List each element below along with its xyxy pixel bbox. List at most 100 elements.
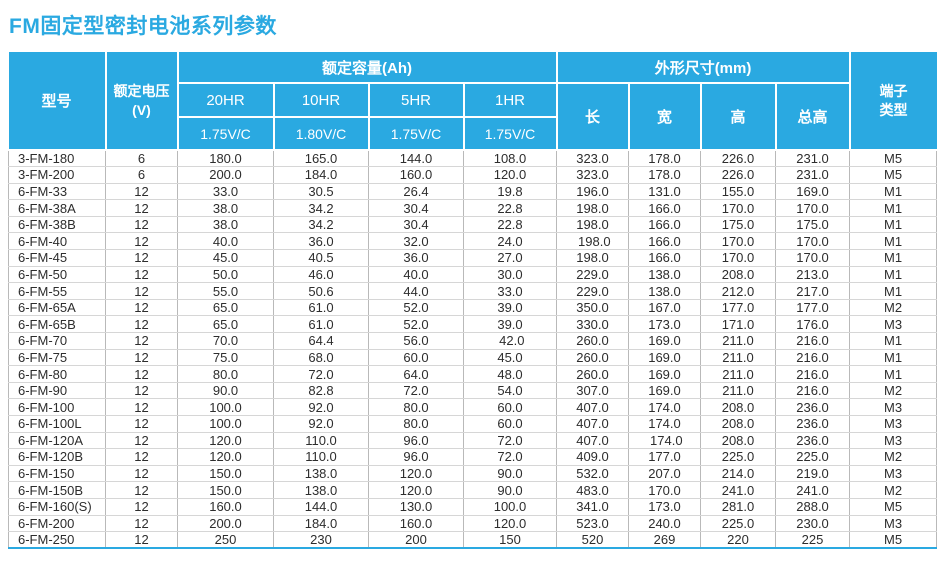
- cell-dim-width: 178.0: [628, 149, 701, 168]
- cell-dim-length: 350.0: [556, 298, 629, 317]
- table-row: 3-FM-180 6 180.0 165.0 144.0 108.0 323.0 178.0 2…: [8, 149, 938, 168]
- cell-capacity-5hr: 120.0: [368, 464, 464, 483]
- cell-terminal-type: M3: [849, 415, 938, 433]
- cell-model: 6-FM-65B: [8, 315, 106, 334]
- cell-dim-length: 196.0: [556, 182, 629, 201]
- col-header-height: 高: [699, 82, 777, 151]
- cell-terminal-type: M1: [849, 215, 938, 234]
- cell-capacity-5hr: 30.4: [368, 199, 464, 217]
- cell-rated-voltage: 12: [105, 381, 178, 400]
- cell-terminal-type: M3: [849, 464, 938, 483]
- cell-dim-total-height: 170.0: [774, 249, 851, 267]
- col-header-10hr: 10HR: [272, 82, 370, 118]
- cell-capacity-20hr: 33.0: [177, 182, 274, 201]
- cell-rated-voltage: 12: [105, 398, 178, 416]
- cell-capacity-10hr: 46.0: [273, 265, 369, 284]
- cell-dim-total-height: 216.0: [774, 381, 851, 400]
- cell-dim-length: 198.0: [556, 215, 629, 234]
- cell-capacity-10hr: 138.0: [273, 481, 369, 499]
- table-body: 3-FM-180 6 180.0 165.0 144.0 108.0 323.0 178.0 2…: [8, 149, 938, 550]
- cell-capacity-1hr: 150: [463, 531, 557, 550]
- cell-capacity-20hr: 150.0: [177, 464, 274, 483]
- cell-dim-length: 523.0: [556, 514, 629, 533]
- cell-capacity-5hr: 80.0: [368, 398, 464, 416]
- cell-rated-voltage: 12: [105, 415, 178, 433]
- cell-capacity-5hr: 32.0: [368, 232, 464, 251]
- cell-capacity-20hr: 65.0: [177, 315, 274, 334]
- cell-dim-height: 225.0: [700, 514, 776, 533]
- cell-model: 6-FM-45: [8, 249, 106, 267]
- cell-capacity-1hr: 39.0: [463, 315, 557, 334]
- table-row: 6-FM-80 12 80.0 72.0 64.0 48.0 260.0 169.0 211.0…: [8, 365, 938, 383]
- table-row: 6-FM-70 12 70.0 64.4 56.0 42.0 260.0 169.0 211.…: [8, 332, 938, 350]
- page: FM固定型密封电池系列参数 型号 额定电压 (V) 额定容量(Ah) 外形尺寸(…: [8, 15, 938, 550]
- cell-capacity-5hr: 120.0: [368, 481, 464, 499]
- cell-dim-length: 330.0: [556, 315, 629, 334]
- cell-rated-voltage: 12: [105, 497, 178, 516]
- cell-dim-height: 212.0: [700, 282, 776, 300]
- cell-capacity-1hr: 22.8: [463, 215, 557, 234]
- cell-dim-height: 177.0: [700, 298, 776, 317]
- cell-capacity-1hr: 54.0: [463, 381, 557, 400]
- cell-capacity-10hr: 34.2: [273, 215, 369, 234]
- cell-dim-total-height: 216.0: [774, 348, 851, 367]
- cell-capacity-1hr: 120.0: [463, 514, 557, 533]
- cell-capacity-20hr: 40.0: [177, 232, 274, 251]
- cell-capacity-20hr: 100.0: [177, 398, 274, 416]
- cell-dim-width: 169.0: [628, 348, 701, 367]
- cell-capacity-5hr: 160.0: [368, 166, 464, 184]
- cell-model: 6-FM-120B: [8, 448, 106, 466]
- page-title: FM固定型密封电池系列参数: [9, 15, 277, 38]
- table-row: 6-FM-55 12 55.0 50.6 44.0 33.0 229.0 138.0 212.0…: [8, 282, 938, 300]
- cell-rated-voltage: 12: [105, 265, 178, 284]
- col-header-model: 型号: [8, 52, 107, 151]
- cell-dim-length: 409.0: [556, 448, 629, 466]
- cell-dim-width: 169.0: [628, 365, 701, 383]
- cell-terminal-type: M1: [849, 265, 938, 284]
- col-header-5hr: 5HR: [367, 82, 465, 118]
- cell-capacity-5hr: 64.0: [368, 365, 464, 383]
- cell-capacity-10hr: 36.0: [273, 232, 369, 251]
- cell-terminal-type: M1: [849, 249, 938, 267]
- cell-capacity-20hr: 250: [177, 531, 274, 550]
- cell-rated-voltage: 12: [105, 215, 178, 234]
- table-row: 6-FM-100 12 100.0 92.0 80.0 60.0 407.0 174.0 208…: [8, 398, 938, 416]
- cell-terminal-type: M2: [849, 481, 938, 499]
- cell-capacity-20hr: 65.0: [177, 298, 274, 317]
- cell-dim-length: 229.0: [556, 282, 629, 300]
- cell-terminal-type: M1: [849, 348, 938, 367]
- cell-capacity-5hr: 96.0: [368, 431, 464, 450]
- cell-terminal-type: M1: [849, 199, 938, 217]
- cell-terminal-type: M1: [849, 232, 938, 251]
- col-header-5hr-cutoff: 1.75V/C: [367, 116, 465, 151]
- cell-capacity-20hr: 38.0: [177, 199, 274, 217]
- cell-dim-height: 170.0: [700, 232, 776, 251]
- cell-rated-voltage: 12: [105, 464, 178, 483]
- cell-model: 6-FM-90: [8, 381, 106, 400]
- cell-capacity-10hr: 72.0: [273, 365, 369, 383]
- cell-terminal-type: M1: [849, 332, 938, 350]
- cell-capacity-5hr: 26.4: [368, 182, 464, 201]
- cell-rated-voltage: 12: [105, 348, 178, 367]
- cell-capacity-1hr: 60.0: [463, 398, 557, 416]
- cell-dim-length: 407.0: [556, 431, 629, 450]
- cell-capacity-20hr: 70.0: [177, 332, 274, 350]
- cell-capacity-1hr: 60.0: [463, 415, 557, 433]
- cell-dim-height: 170.0: [700, 199, 776, 217]
- cell-dim-total-height: 170.0: [774, 199, 851, 217]
- col-header-1hr-cutoff: 1.75V/C: [462, 116, 558, 151]
- cell-rated-voltage: 12: [105, 249, 178, 267]
- cell-rated-voltage: 12: [105, 332, 178, 350]
- cell-model: 3-FM-180: [8, 149, 106, 168]
- cell-dim-total-height: 170.0: [774, 232, 851, 251]
- cell-capacity-1hr: 27.0: [463, 249, 557, 267]
- cell-terminal-type: M5: [849, 497, 938, 516]
- cell-model: 6-FM-40: [8, 232, 106, 251]
- cell-dim-length: 323.0: [556, 166, 629, 184]
- cell-terminal-type: M1: [849, 365, 938, 383]
- cell-dim-height: 175.0: [700, 215, 776, 234]
- cell-dim-length: 483.0: [556, 481, 629, 499]
- cell-dim-width: 207.0: [628, 464, 701, 483]
- cell-rated-voltage: 12: [105, 182, 178, 201]
- cell-capacity-1hr: 30.0: [463, 265, 557, 284]
